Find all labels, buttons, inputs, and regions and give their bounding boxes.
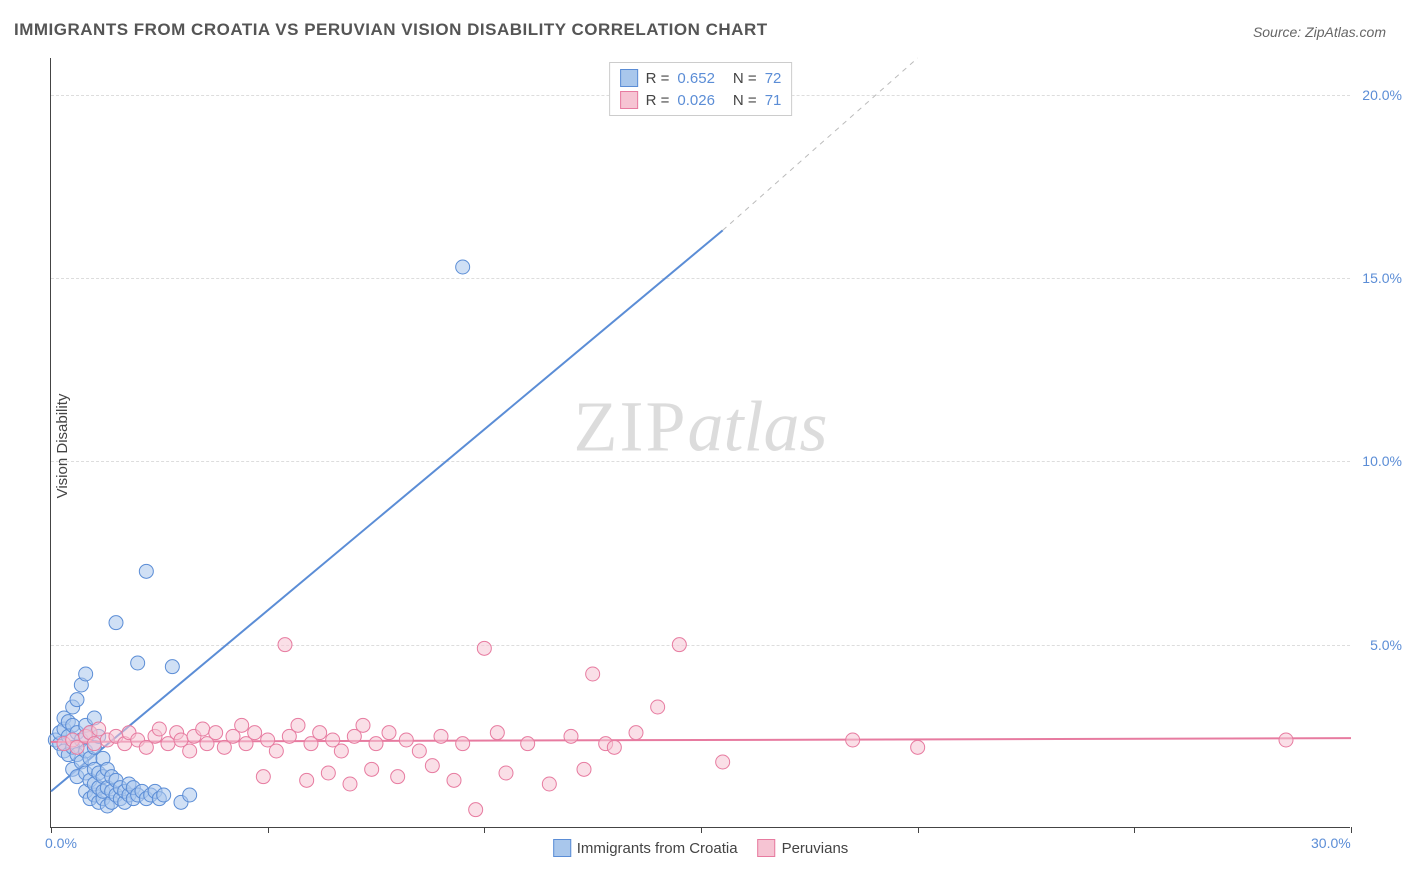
scatter-point — [165, 660, 179, 674]
legend-row-series-2: R = 0.026 N = 71 — [620, 89, 782, 111]
xtick-mark — [268, 827, 269, 833]
scatter-point — [456, 737, 470, 751]
scatter-point — [469, 803, 483, 817]
legend-r-label-2: R = — [646, 92, 670, 109]
scatter-point — [183, 744, 197, 758]
scatter-point — [70, 693, 84, 707]
legend-n-label-2: N = — [733, 92, 757, 109]
legend-series-name-1: Immigrants from Croatia — [577, 840, 738, 857]
legend-r-value-2: 0.026 — [677, 92, 715, 109]
scatter-point — [490, 726, 504, 740]
scatter-point — [157, 788, 171, 802]
scatter-point — [300, 773, 314, 787]
scatter-point — [235, 718, 249, 732]
scatter-point — [183, 788, 197, 802]
scatter-point — [716, 755, 730, 769]
xtick-mark — [51, 827, 52, 833]
ytick-label: 10.0% — [1362, 453, 1402, 469]
scatter-point — [542, 777, 556, 791]
legend-r-value-1: 0.652 — [677, 70, 715, 87]
legend-bottom-swatch-1 — [553, 839, 571, 857]
legend-series: Immigrants from Croatia Peruvians — [553, 839, 849, 857]
scatter-point — [321, 766, 335, 780]
ytick-label: 15.0% — [1362, 270, 1402, 286]
scatter-point — [334, 744, 348, 758]
legend-item-series-1: Immigrants from Croatia — [553, 839, 738, 857]
scatter-point — [447, 773, 461, 787]
chart-source: Source: ZipAtlas.com — [1253, 24, 1386, 40]
legend-swatch-series-1 — [620, 69, 638, 87]
scatter-point — [456, 260, 470, 274]
source-label: Source: — [1253, 24, 1305, 40]
xtick-mark — [484, 827, 485, 833]
scatter-point — [278, 638, 292, 652]
scatter-point — [564, 729, 578, 743]
chart-container: IMMIGRANTS FROM CROATIA VS PERUVIAN VISI… — [0, 0, 1406, 892]
legend-bottom-swatch-2 — [758, 839, 776, 857]
scatter-point — [911, 740, 925, 754]
scatter-point — [269, 744, 283, 758]
scatter-point — [131, 656, 145, 670]
scatter-point — [369, 737, 383, 751]
xtick-mark — [1351, 827, 1352, 833]
legend-series-name-2: Peruvians — [782, 840, 849, 857]
legend-row-series-1: R = 0.652 N = 72 — [620, 67, 782, 89]
scatter-point — [607, 740, 621, 754]
scatter-point — [209, 726, 223, 740]
legend-item-series-2: Peruvians — [758, 839, 849, 857]
xtick-mark — [918, 827, 919, 833]
scatter-point — [79, 667, 93, 681]
scatter-point — [629, 726, 643, 740]
scatter-point — [109, 616, 123, 630]
scatter-point — [577, 762, 591, 776]
legend-swatch-series-2 — [620, 91, 638, 109]
scatter-point — [521, 737, 535, 751]
scatter-point — [672, 638, 686, 652]
source-name: ZipAtlas.com — [1305, 24, 1386, 40]
ytick-label: 20.0% — [1362, 87, 1402, 103]
xtick-label: 30.0% — [1311, 835, 1351, 851]
trend-line — [51, 230, 723, 791]
scatter-point — [499, 766, 513, 780]
scatter-point — [152, 722, 166, 736]
legend-n-label-1: N = — [733, 70, 757, 87]
scatter-point — [651, 700, 665, 714]
plot-svg — [51, 58, 1350, 827]
scatter-point — [434, 729, 448, 743]
scatter-point — [1279, 733, 1293, 747]
xtick-mark — [701, 827, 702, 833]
scatter-point — [391, 770, 405, 784]
scatter-point — [399, 733, 413, 747]
scatter-point — [477, 641, 491, 655]
scatter-point — [291, 718, 305, 732]
scatter-point — [248, 726, 262, 740]
legend-correlation: R = 0.652 N = 72 R = 0.026 N = 71 — [609, 62, 793, 116]
scatter-point — [343, 777, 357, 791]
xtick-label: 0.0% — [45, 835, 77, 851]
legend-n-value-1: 72 — [765, 70, 782, 87]
legend-r-label-1: R = — [646, 70, 670, 87]
scatter-point — [356, 718, 370, 732]
scatter-point — [382, 726, 396, 740]
scatter-point — [586, 667, 600, 681]
scatter-point — [313, 726, 327, 740]
scatter-point — [412, 744, 426, 758]
scatter-point — [139, 564, 153, 578]
scatter-point — [256, 770, 270, 784]
scatter-point — [365, 762, 379, 776]
scatter-point — [846, 733, 860, 747]
xtick-mark — [1134, 827, 1135, 833]
plot-area: ZIPatlas 5.0%10.0%15.0%20.0% 0.0%30.0% R… — [50, 58, 1350, 828]
legend-n-value-2: 71 — [765, 92, 782, 109]
scatter-point — [425, 759, 439, 773]
chart-title: IMMIGRANTS FROM CROATIA VS PERUVIAN VISI… — [14, 20, 768, 40]
ytick-label: 5.0% — [1370, 637, 1402, 653]
scatter-point — [196, 722, 210, 736]
scatter-point — [87, 737, 101, 751]
